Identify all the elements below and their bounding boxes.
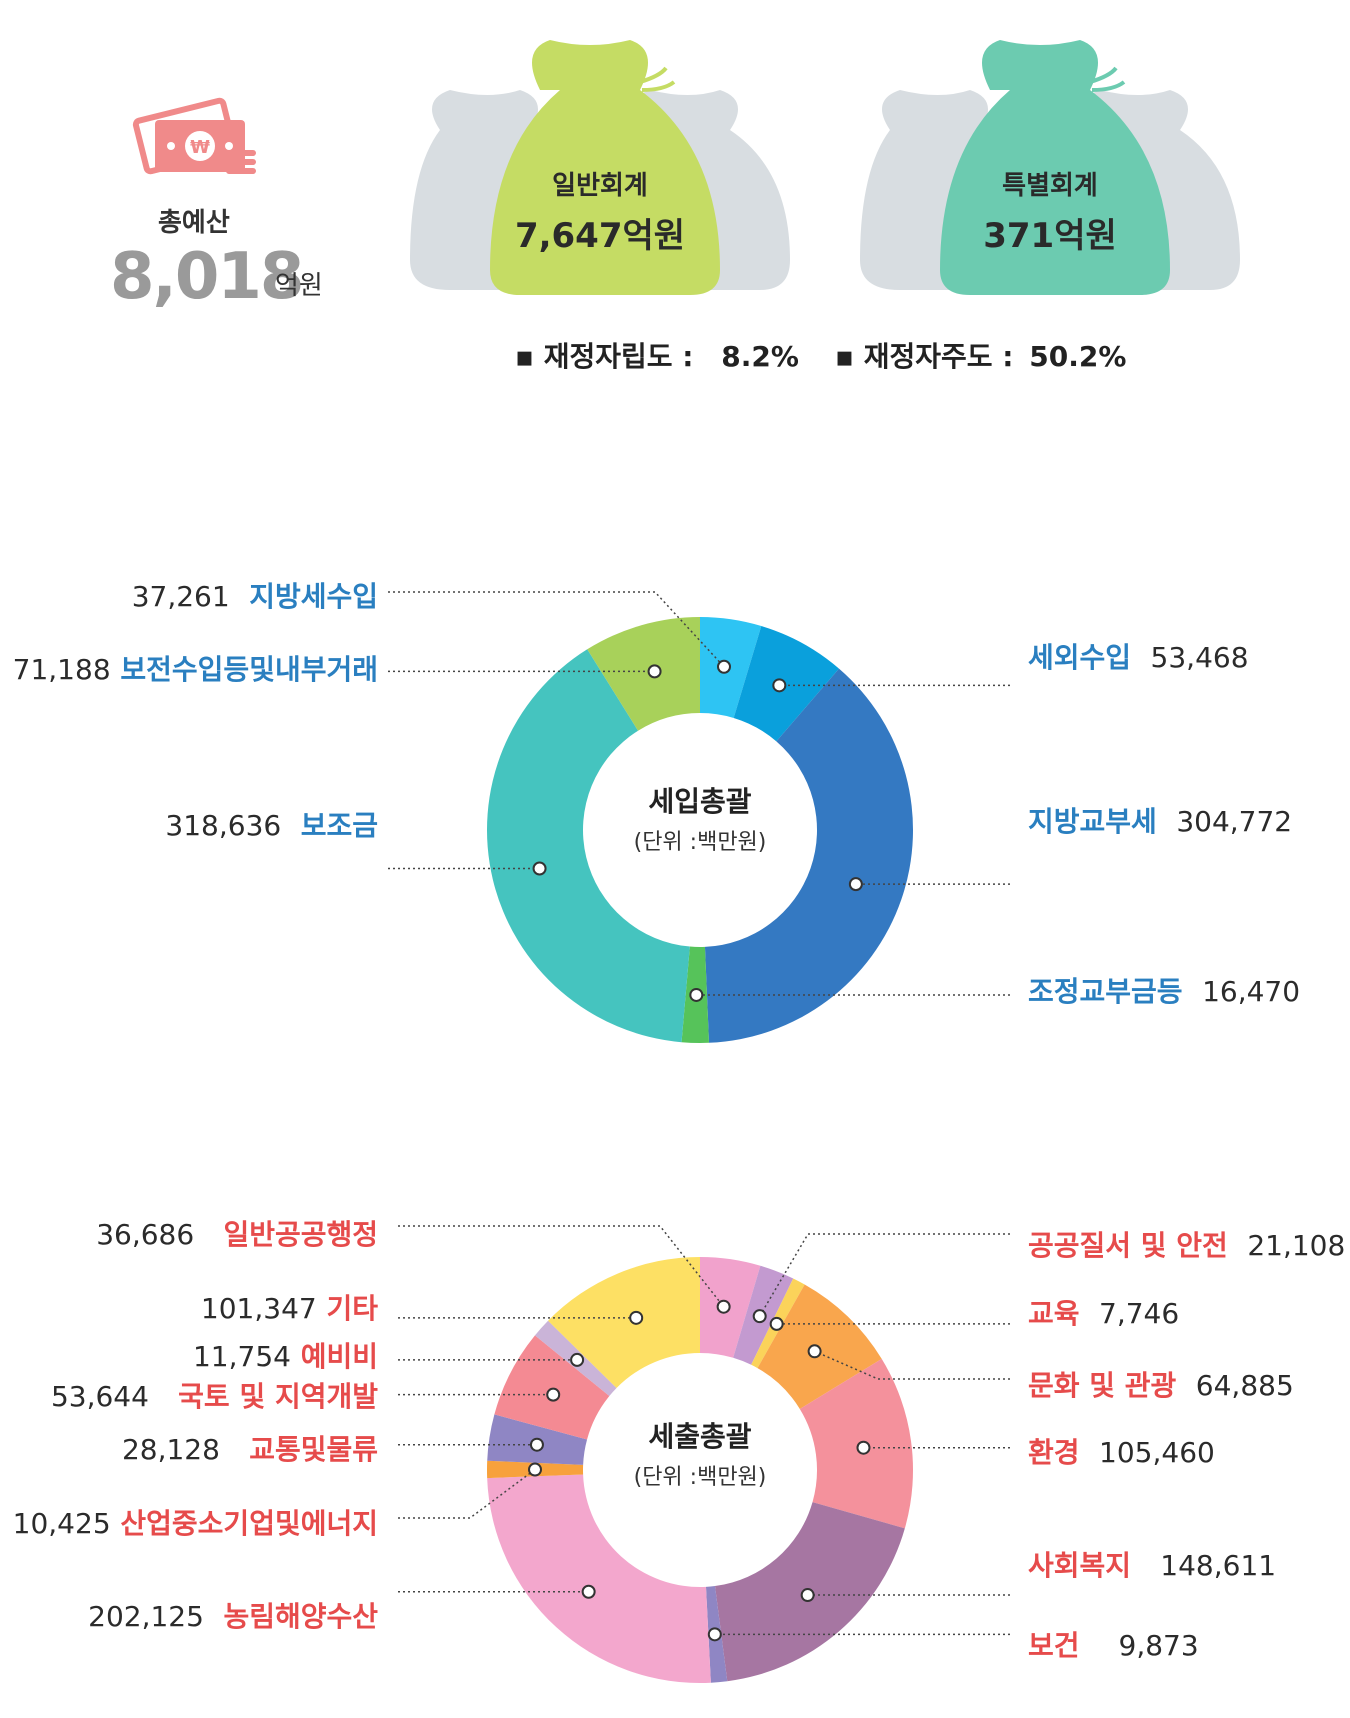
fiscal-independence: ▪ 재정자립도 : 8.2% (515, 335, 799, 375)
general-account-label: 일반회계 (552, 171, 648, 201)
svg-text:₩: ₩ (190, 137, 210, 158)
exp-marker-11 (570, 1352, 585, 1367)
rev-marker-0 (717, 659, 732, 674)
exp-marker-1 (752, 1309, 767, 1324)
exp-label-reserve: 11,754 예비비 (192, 1340, 378, 1373)
rev-marker-1 (772, 678, 787, 693)
rev-marker-5 (647, 664, 662, 679)
exp-marker-7 (581, 1584, 596, 1599)
rev-label-adjust: 조정교부금등 16,470 (1028, 975, 1301, 1008)
rev-marker-2 (848, 877, 863, 892)
expenditure-title: 세출총괄 (648, 1420, 752, 1453)
fiscal-independence-value: 8.2% (721, 340, 799, 373)
rev-label-grant-tax: 지방교부세 304,772 (1028, 805, 1293, 838)
exp-slice-12 (548, 1257, 700, 1388)
exp-leader-3 (814, 1350, 1010, 1380)
rev-label-transfer: 71,188 보전수입등및내부거래 (12, 653, 378, 686)
rev-marker-4 (532, 861, 547, 876)
rev-slice-4 (487, 649, 690, 1043)
exp-label-culture: 문화 및 관광 64,885 (1028, 1369, 1294, 1402)
rev-slice-2 (704, 668, 913, 1043)
rev-slice-1 (733, 626, 840, 742)
expenditure-center-title: 세출총괄 (단위 :백만원) (590, 1415, 810, 1491)
exp-label-education: 교육 7,746 (1028, 1297, 1180, 1330)
exp-marker-12 (629, 1310, 644, 1325)
exp-leader-0 (398, 1225, 725, 1308)
special-account: 특별회계 371억원 (950, 165, 1150, 257)
special-account-value: 371억원 (983, 216, 1117, 256)
total-budget-value: 8,018 (110, 240, 304, 314)
revenue-donut-chart (388, 591, 1010, 1043)
exp-marker-2 (769, 1316, 784, 1331)
money-icon: ₩ (132, 97, 256, 175)
exp-label-industry: 10,425 산업중소기업및에너지 (12, 1507, 378, 1540)
fiscal-autonomy-label: ▪ 재정자주도 : (835, 340, 1014, 373)
revenue-subtitle: (단위 :백만원) (633, 830, 767, 855)
exp-slice-4 (799, 1358, 913, 1529)
rev-label-nontax: 세외수입 53,468 (1028, 641, 1249, 674)
exp-label-transport: 28,128 교통및물류 (121, 1433, 378, 1466)
expenditure-donut-chart (398, 1225, 1010, 1683)
exp-marker-5 (800, 1588, 815, 1603)
fiscal-autonomy-value: 50.2% (1029, 340, 1127, 373)
fiscal-autonomy: ▪ 재정자주도 : 50.2% (835, 335, 1126, 375)
exp-leader-8 (398, 1468, 536, 1519)
summary-graphics: ₩ (132, 40, 1240, 295)
fiscal-independence-label: ▪ 재정자립도 : (515, 340, 694, 373)
total-budget-unit: 억원 (275, 271, 323, 301)
exp-marker-4 (856, 1440, 871, 1455)
special-account-bag-icon (860, 40, 1240, 295)
exp-marker-3 (807, 1344, 822, 1359)
total-budget-label: 총예산 (158, 208, 230, 238)
expenditure-subtitle: (단위 :백만원) (633, 1465, 767, 1490)
exp-label-general-admin: 36,686 일반공공행정 (96, 1218, 378, 1251)
revenue-title: 세입총괄 (648, 785, 752, 818)
exp-marker-6 (707, 1627, 722, 1642)
exp-marker-9 (529, 1437, 544, 1452)
rev-marker-3 (689, 987, 704, 1002)
exp-slice-7 (487, 1474, 711, 1683)
general-account-value: 7,647억원 (514, 216, 686, 256)
exp-label-land: 53,644 국토 및 지역개발 (50, 1380, 378, 1413)
revenue-center-title: 세입총괄 (단위 :백만원) (590, 780, 810, 856)
exp-marker-0 (716, 1299, 731, 1314)
exp-label-environment: 환경 105,460 (1028, 1436, 1215, 1469)
exp-label-health: 보건 9,873 (1028, 1629, 1199, 1662)
general-account-bag-icon (410, 40, 790, 295)
rev-label-local-tax: 37,261 지방세수입 (131, 580, 378, 613)
exp-label-etc: 101,347 기타 (200, 1292, 378, 1325)
special-account-label: 특별회계 (1002, 171, 1098, 201)
rev-label-subsidy: 318,636 보조금 (165, 809, 378, 842)
exp-leader-1 (759, 1233, 1010, 1317)
exp-marker-10 (546, 1387, 561, 1402)
general-account: 일반회계 7,647억원 (500, 165, 700, 257)
rev-slice-5 (587, 617, 700, 731)
exp-label-safety: 공공질서 및 안전 21,108 (1028, 1229, 1346, 1262)
exp-marker-8 (528, 1462, 543, 1477)
exp-label-agri: 202,125 농림해양수산 (88, 1600, 378, 1633)
exp-label-welfare: 사회복지 148,611 (1028, 1549, 1277, 1582)
rev-leader-0 (388, 591, 725, 668)
exp-slice-10 (494, 1335, 610, 1440)
